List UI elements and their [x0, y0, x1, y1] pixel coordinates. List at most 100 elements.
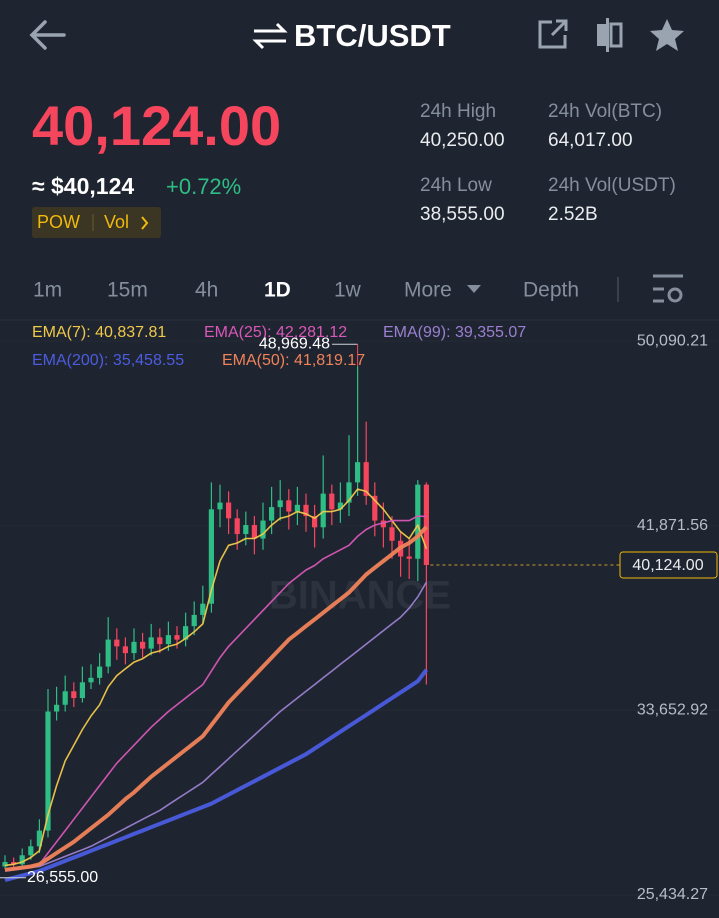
candle-body [208, 509, 214, 604]
candle-body [11, 862, 17, 865]
candle-body [97, 666, 103, 678]
last-price: 40,124.00 [32, 94, 281, 157]
candle-body [260, 520, 266, 539]
tab[interactable]: 15m [107, 279, 148, 302]
legend-entry: EMA(7): 40,837.81 [32, 324, 166, 341]
legend-entry: EMA(25): 42,281.12 [204, 324, 347, 341]
ema-line [4, 581, 428, 872]
more-arrow [467, 285, 481, 293]
y-tick-label: 33,652.92 [637, 702, 708, 719]
stat-value: 2.52B [548, 204, 598, 225]
candle-body [226, 502, 232, 519]
ema-line [4, 525, 428, 872]
tab[interactable]: 4h [195, 279, 218, 302]
candle-body [337, 502, 343, 510]
candle-body [363, 462, 369, 496]
y-tick-label: 41,871.56 [637, 517, 708, 534]
candle-body [62, 691, 68, 705]
y-tick-label: 50,090.21 [637, 332, 708, 349]
candle-body [105, 639, 111, 667]
candle-body [88, 677, 94, 683]
last-price-label: 40,124.00 [632, 557, 703, 574]
candle-body [329, 493, 335, 510]
candle-body [217, 502, 223, 510]
candle-body [200, 603, 206, 615]
candle-body [294, 504, 300, 512]
legend-entry: EMA(200): 35,458.55 [32, 352, 184, 369]
candle-body [423, 484, 429, 565]
candle-body [346, 482, 352, 503]
candle-body [406, 556, 412, 559]
price-change: +0.72% [166, 174, 241, 199]
ema-line [4, 488, 428, 867]
candle-body [2, 862, 8, 867]
candle-body [183, 626, 189, 640]
stat-value: 38,555.00 [420, 204, 505, 225]
tag-box[interactable] [32, 207, 161, 238]
stat-label: 24h Vol(BTC) [548, 101, 662, 122]
ema-line [4, 515, 427, 870]
candle-body [251, 525, 257, 539]
max-label: 48,969.48 [259, 335, 330, 352]
candle-body [36, 830, 42, 847]
candle-body [45, 711, 51, 831]
back-button[interactable] [29, 20, 66, 50]
stat-label: 24h Low [420, 175, 492, 196]
stat-value: 64,017.00 [548, 130, 633, 151]
approx-price: ≈ $40,124 [32, 173, 134, 199]
tag: POW [37, 212, 80, 232]
candle-body [320, 493, 326, 528]
tab[interactable]: 1D [264, 279, 291, 302]
y-tick-label: 25,434.27 [637, 886, 708, 903]
chart: BINANCE50,090.2141,871.5633,652.9225,434… [0, 324, 719, 903]
candle-body [19, 855, 25, 865]
tab[interactable]: Depth [523, 279, 579, 302]
stat-label: 24h Vol(USDT) [548, 175, 676, 196]
legend-entry: EMA(50): 41,819.17 [222, 352, 365, 369]
share-icon[interactable] [538, 19, 568, 49]
tab-bar: 1m 15m 4h 1D 1w More Depth [33, 279, 579, 302]
candle-body [191, 614, 197, 627]
pair-title: BTC/USDT [294, 18, 451, 53]
candle-body [71, 691, 77, 699]
min-label: 26,555.00 [27, 869, 98, 886]
tab[interactable]: 1w [334, 279, 362, 302]
candle-body [114, 639, 120, 647]
ema-line [4, 668, 428, 882]
candle-body [174, 635, 180, 640]
stat-label: 24h High [420, 101, 496, 122]
candle-body [380, 520, 386, 528]
candle-body [28, 846, 34, 856]
last-price-box [619, 551, 718, 579]
candle-body [355, 462, 361, 483]
candle-body [415, 484, 421, 559]
candle-body [122, 646, 128, 654]
tag: Vol [104, 212, 129, 232]
tab[interactable]: 1m [33, 279, 62, 302]
candle-body [79, 682, 85, 699]
candle-body [131, 641, 137, 654]
candle-body [165, 635, 171, 645]
candle-body [54, 704, 60, 712]
favorite-icon[interactable] [650, 19, 684, 51]
candle-body [303, 504, 309, 517]
settings-icon[interactable] [653, 274, 683, 303]
candle-body [148, 637, 154, 649]
swap-icon [252, 22, 288, 50]
chart-mode-icon[interactable] [597, 18, 623, 52]
tab[interactable]: More [404, 279, 452, 302]
legend-entry: EMA(99): 39,355.07 [383, 324, 526, 341]
candle-body [234, 518, 240, 535]
candle-body [140, 641, 146, 649]
candle-body [389, 527, 395, 541]
candle-body [269, 507, 275, 521]
tag-chevron [141, 216, 149, 230]
candle-body [157, 637, 163, 645]
candle-body [312, 516, 318, 528]
candle-body [277, 500, 283, 508]
stat-value: 40,250.00 [420, 130, 505, 151]
candle-body [372, 495, 378, 521]
